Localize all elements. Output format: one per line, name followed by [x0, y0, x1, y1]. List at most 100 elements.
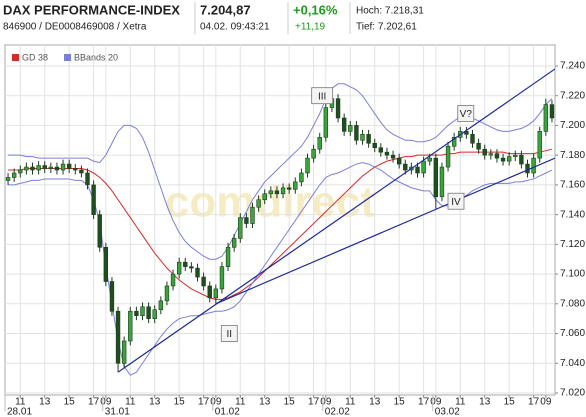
- candle-body: [42, 165, 47, 169]
- x-tick-label: 11: [125, 397, 136, 408]
- candle-body: [335, 98, 341, 119]
- candle-body: [354, 125, 359, 141]
- x-tick-label: 17: [88, 397, 100, 408]
- x-date-label: 03.02: [435, 407, 460, 417]
- candle-body: [274, 190, 280, 195]
- candle-body: [445, 145, 451, 168]
- candle-body: [30, 166, 35, 171]
- candle-body: [11, 172, 17, 178]
- candle-body: [378, 147, 384, 153]
- candle-body: [24, 166, 29, 171]
- x-date-label: 28.01: [7, 407, 32, 417]
- candle-body: [366, 134, 371, 144]
- candle-body: [433, 157, 439, 198]
- candle-body: [293, 181, 298, 190]
- x-tick-label: 09: [540, 397, 552, 408]
- legend-swatch: [12, 54, 19, 61]
- candle-body: [549, 104, 555, 119]
- annotation: V?: [460, 109, 473, 120]
- x-tick-label: 17: [418, 397, 430, 408]
- candle-body: [189, 266, 194, 269]
- candle-body: [231, 238, 237, 248]
- x-tick-label: 17: [528, 397, 540, 408]
- annotation-box: [220, 325, 238, 342]
- candle-body: [85, 172, 90, 186]
- candle-body: [384, 151, 390, 156]
- y-tick-label: 7.160: [560, 180, 585, 191]
- candle-body: [54, 166, 60, 171]
- quote-low: Tief: 7.202,61: [356, 22, 417, 33]
- candle-body: [341, 117, 347, 132]
- candle-body: [470, 134, 475, 144]
- x-date-label: 02.02: [325, 407, 350, 417]
- x-tick-label: 17: [198, 397, 210, 408]
- candle-body: [286, 187, 292, 190]
- candle-body: [73, 168, 78, 171]
- x-tick-label: 13: [39, 397, 51, 408]
- annotation-box: [311, 87, 334, 105]
- x-tick-label: 09: [320, 397, 332, 408]
- trend-line: [117, 68, 555, 373]
- x-tick-label: 15: [504, 397, 516, 408]
- candle-body: [152, 309, 157, 319]
- x-tick-label: 09: [100, 397, 112, 408]
- y-tick-label: 7.220: [560, 90, 585, 101]
- candle-body: [494, 153, 500, 159]
- y-tick-label: 7.140: [560, 209, 585, 220]
- legend-label: GD 38: [22, 52, 48, 62]
- y-tick-label: 7.080: [560, 298, 585, 309]
- annotation: IV: [451, 197, 461, 208]
- candle-body: [164, 285, 170, 302]
- candle-body: [390, 154, 396, 159]
- candle-body: [256, 199, 261, 208]
- x-tick-label: 13: [369, 397, 381, 408]
- candle-body: [79, 169, 84, 174]
- quote-ids: 846900 / DE0008469008 / Xetra: [3, 22, 147, 33]
- x-tick-label: 11: [235, 397, 246, 408]
- y-tick-label: 7.040: [560, 358, 585, 369]
- candle-body: [311, 148, 316, 159]
- candle-body: [519, 154, 524, 165]
- quote-change: +11,19: [295, 22, 326, 33]
- indicator-line: [8, 148, 553, 300]
- candle-body: [18, 169, 23, 174]
- x-tick-label: 15: [64, 397, 76, 408]
- candle-body: [140, 306, 145, 316]
- y-tick-label: 7.200: [560, 120, 585, 131]
- x-tick-label: 13: [259, 397, 271, 408]
- candle-body: [213, 288, 219, 299]
- quote-time: 04.02. 09:43:21: [200, 22, 270, 33]
- candle-body: [305, 157, 310, 174]
- candle-body: [5, 177, 11, 181]
- x-tick-label: 17: [308, 397, 320, 408]
- candle-body: [421, 160, 426, 174]
- candle-body: [225, 247, 231, 267]
- candle-body: [183, 261, 188, 267]
- candle-body: [500, 157, 506, 162]
- candle-body: [250, 206, 255, 224]
- candle-body: [531, 157, 536, 174]
- candle-body: [348, 125, 353, 132]
- y-tick-label: 7.180: [560, 150, 585, 161]
- candle-body: [403, 163, 408, 171]
- candle-body: [48, 166, 54, 169]
- candle-body: [488, 153, 494, 156]
- annotation: III: [318, 91, 326, 102]
- candle-body: [60, 163, 66, 171]
- candle-body: [176, 261, 182, 275]
- legend-label: BBands 20: [74, 52, 118, 62]
- candle-body: [134, 310, 139, 316]
- candle-body: [415, 166, 420, 174]
- annotation-box: [457, 105, 475, 122]
- legend-swatch: [64, 54, 72, 61]
- candle-body: [238, 217, 243, 239]
- x-tick-label: 11: [455, 397, 466, 408]
- candle-body: [91, 184, 96, 215]
- trend-line: [215, 157, 555, 305]
- candle-body: [360, 134, 365, 141]
- x-tick-label: 15: [394, 397, 406, 408]
- y-tick-label: 7.100: [560, 269, 585, 280]
- y-tick-label: 7.240: [560, 61, 585, 72]
- candle-body: [525, 163, 530, 174]
